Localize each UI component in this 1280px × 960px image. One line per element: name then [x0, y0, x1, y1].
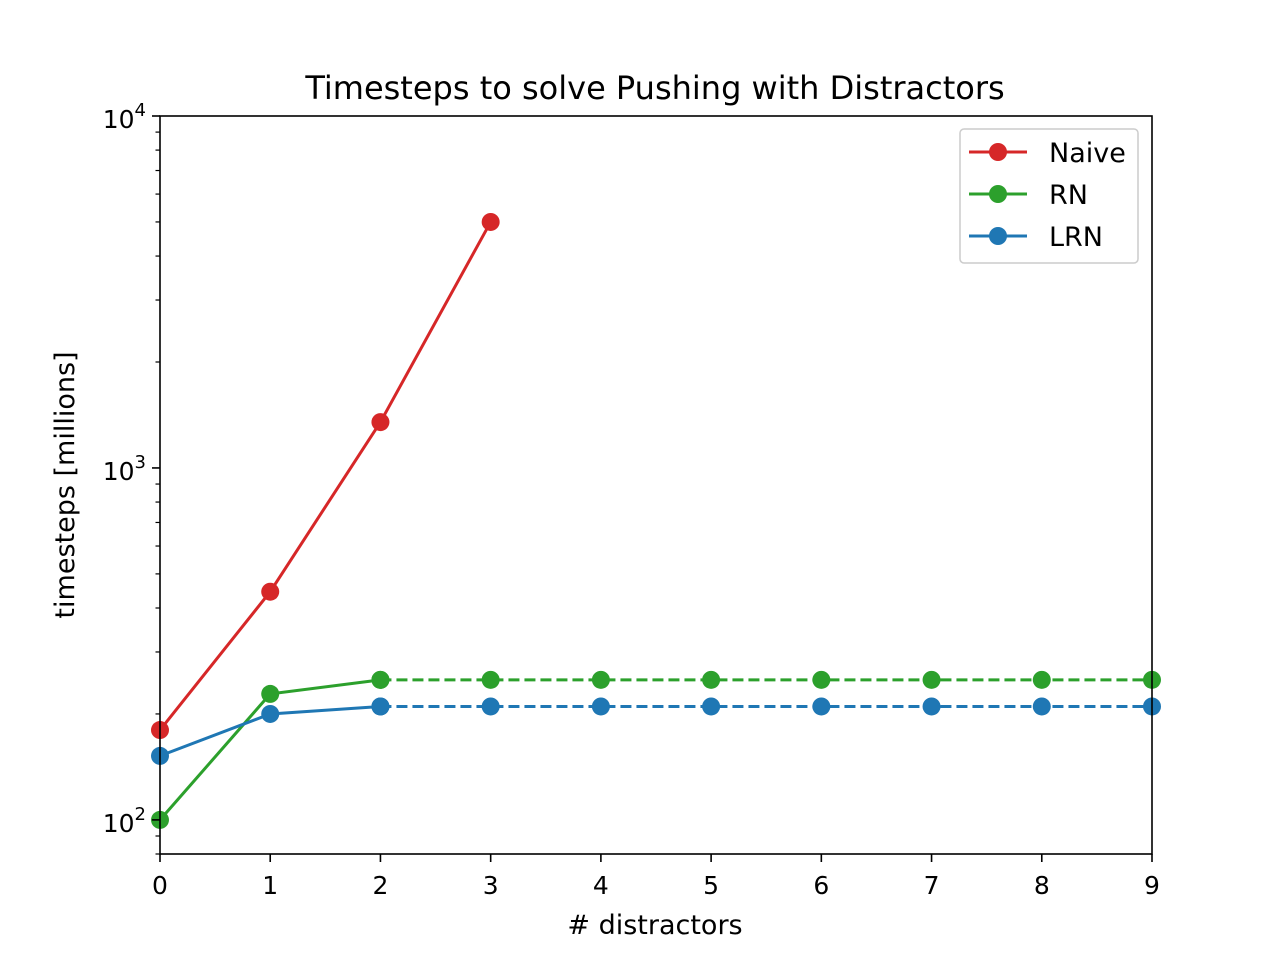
legend-box	[959, 128, 1139, 264]
legend-marker	[989, 227, 1007, 245]
lrn-point	[371, 697, 390, 716]
rn-point	[481, 670, 500, 689]
lrn-point	[481, 697, 500, 716]
x-tick-label: 2	[372, 871, 388, 900]
rn-point	[922, 670, 941, 689]
x-axis: 0 1 2 3 4 5 6 7 8 9	[152, 854, 1160, 900]
y-tick-label: 102	[103, 804, 146, 838]
y-tick-label: 103	[103, 452, 146, 486]
lrn-point	[261, 704, 280, 723]
lrn-point	[702, 697, 721, 716]
y-tick-exponent: 3	[135, 452, 146, 473]
y-tick-base: 10	[103, 105, 135, 134]
lrn-point	[922, 697, 941, 716]
legend-label: RN	[1049, 180, 1088, 211]
x-tick-label: 6	[813, 871, 829, 900]
y-tick-base: 10	[103, 457, 135, 486]
x-tick-label: 5	[703, 871, 719, 900]
x-tick-label: 9	[1144, 871, 1160, 900]
rn-point	[591, 670, 610, 689]
y-tick-base: 10	[103, 809, 135, 838]
lrn-point	[812, 697, 831, 716]
rn-point	[261, 684, 280, 703]
y-tick-exponent: 4	[135, 100, 146, 121]
legend-marker	[989, 143, 1007, 161]
legend-label: LRN	[1049, 222, 1103, 253]
legend: Naive RN LRN	[959, 128, 1139, 264]
naive-line	[158, 221, 492, 731]
y-axis-label: timesteps [millions]	[50, 351, 81, 618]
rn-point	[702, 670, 721, 689]
naive-point	[261, 582, 280, 601]
legend-marker	[989, 185, 1007, 203]
x-tick-label: 0	[152, 871, 168, 900]
rn-point	[371, 670, 390, 689]
naive-point	[481, 212, 500, 231]
x-tick-label: 7	[924, 871, 940, 900]
y-tick-exponent: 2	[135, 804, 146, 825]
naive-point	[371, 413, 390, 432]
x-tick-label: 8	[1034, 871, 1050, 900]
rn-point	[1032, 670, 1051, 689]
rn-point	[812, 670, 831, 689]
x-axis-label: # distractors	[567, 910, 742, 941]
legend-label: Naive	[1049, 138, 1126, 169]
plot-frame	[159, 115, 1153, 855]
x-tick-label: 3	[483, 871, 499, 900]
x-tick-label: 1	[262, 871, 278, 900]
x-tick-label: 4	[593, 871, 609, 900]
lrn-point	[591, 697, 610, 716]
y-tick-label: 104	[103, 100, 146, 134]
lrn-point	[1032, 697, 1051, 716]
plot-area	[151, 212, 1161, 829]
chart-title: Timesteps to solve Pushing with Distract…	[304, 69, 1004, 107]
